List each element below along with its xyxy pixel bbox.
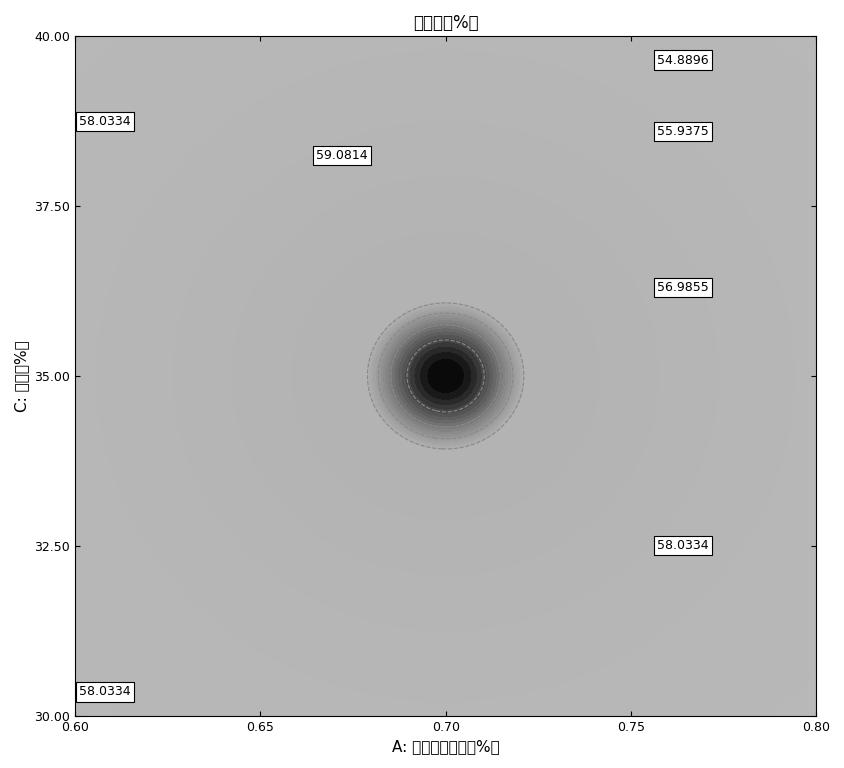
Text: 59.0814: 59.0814 [316,149,368,161]
Text: 56.9855: 56.9855 [657,281,709,294]
Text: 58.0334: 58.0334 [657,539,708,552]
Title: 酵解率（%）: 酵解率（%） [413,14,479,32]
Text: 58.0334: 58.0334 [78,685,131,698]
Text: 58.0334: 58.0334 [78,114,131,127]
Text: 55.9375: 55.9375 [657,125,709,137]
Text: 54.8896: 54.8896 [657,54,708,67]
X-axis label: A: 淠粉酶加入量（%）: A: 淠粉酶加入量（%） [392,739,500,754]
Y-axis label: C: 温度（%）: C: 温度（%） [14,340,29,412]
